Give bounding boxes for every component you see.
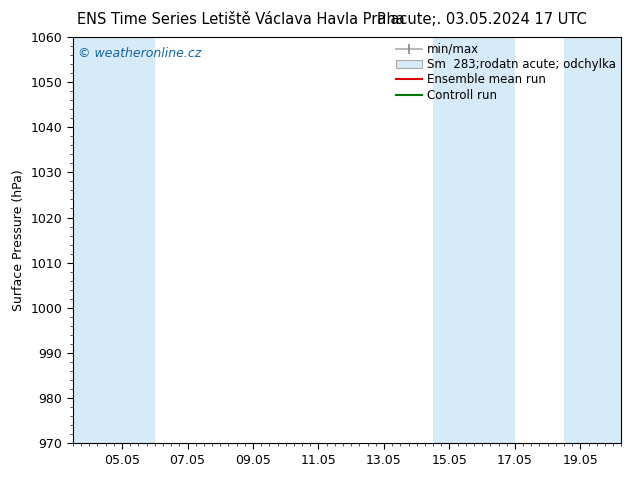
Bar bbox=[433, 37, 515, 443]
Legend: min/max, Sm  283;rodatn acute; odchylka, Ensemble mean run, Controll run: min/max, Sm 283;rodatn acute; odchylka, … bbox=[394, 40, 618, 104]
Bar bbox=[564, 37, 630, 443]
Y-axis label: Surface Pressure (hPa): Surface Pressure (hPa) bbox=[12, 169, 25, 311]
Bar bbox=[73, 37, 155, 443]
Text: ENS Time Series Letiště Václava Havla Praha: ENS Time Series Letiště Václava Havla Pr… bbox=[77, 12, 404, 27]
Text: P acute;. 03.05.2024 17 UTC: P acute;. 03.05.2024 17 UTC bbox=[377, 12, 586, 27]
Text: © weatheronline.cz: © weatheronline.cz bbox=[79, 47, 202, 60]
